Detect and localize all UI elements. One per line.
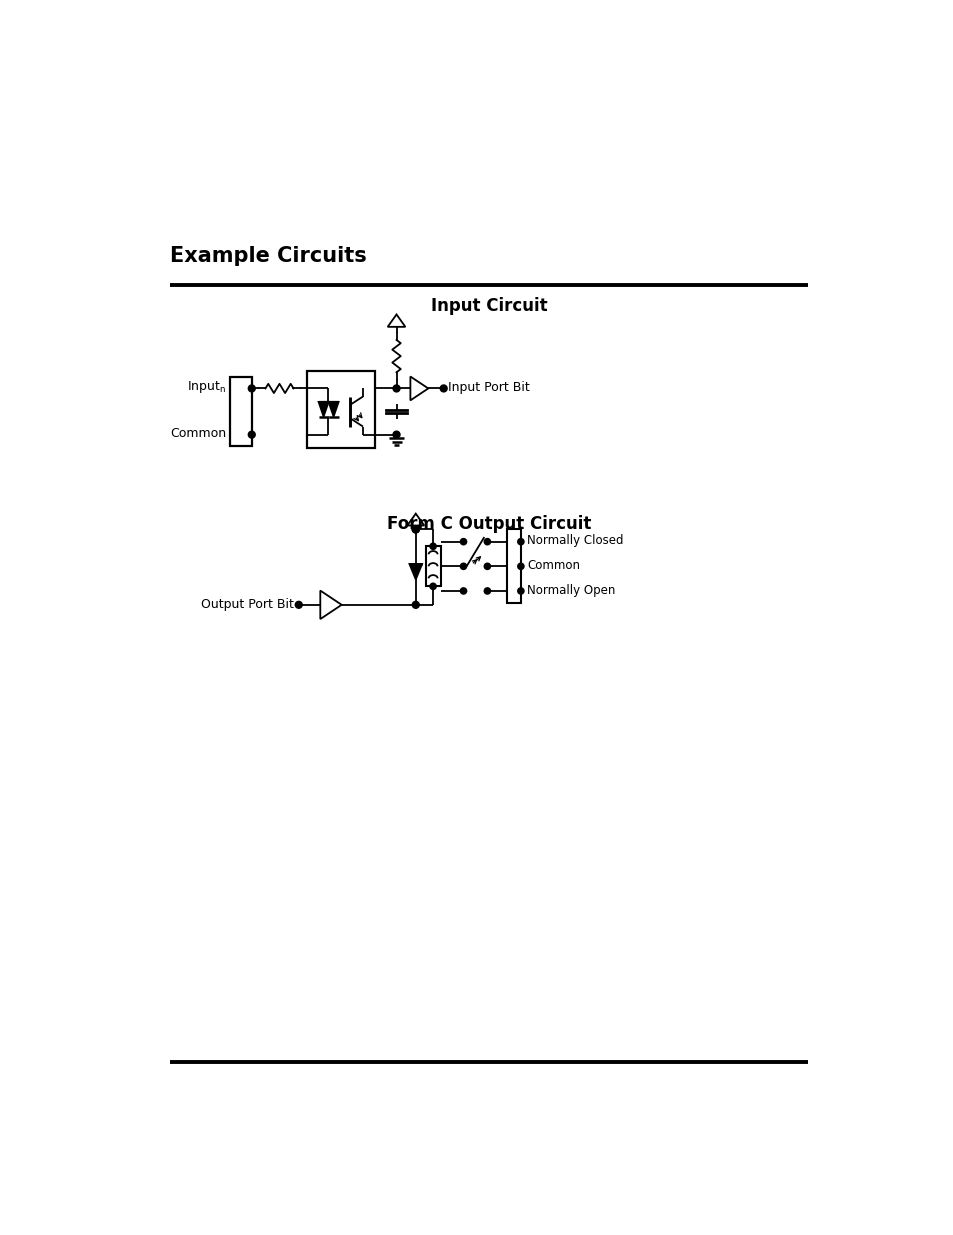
Circle shape <box>249 385 254 391</box>
Polygon shape <box>328 401 338 416</box>
Text: Normally Open: Normally Open <box>526 584 615 597</box>
Circle shape <box>393 385 399 391</box>
Circle shape <box>295 601 302 608</box>
Text: Output Port Bit: Output Port Bit <box>201 598 294 610</box>
Circle shape <box>517 538 523 545</box>
Bar <box>307 372 375 448</box>
Circle shape <box>484 563 490 569</box>
Circle shape <box>412 526 418 532</box>
Text: Common: Common <box>170 426 226 440</box>
Text: Common: Common <box>526 559 579 572</box>
Text: Example Circuits: Example Circuits <box>170 246 367 266</box>
Circle shape <box>517 563 523 569</box>
Circle shape <box>460 538 466 545</box>
Text: Form C Output Circuit: Form C Output Circuit <box>386 515 591 534</box>
Circle shape <box>484 538 490 545</box>
Circle shape <box>484 588 490 594</box>
Text: Input Port Bit: Input Port Bit <box>448 382 530 394</box>
Text: Input Circuit: Input Circuit <box>430 298 547 315</box>
Bar <box>507 530 520 603</box>
Text: $\mathregular{Input_n}$: $\mathregular{Input_n}$ <box>187 379 226 395</box>
Circle shape <box>460 563 466 569</box>
Text: Normally Closed: Normally Closed <box>526 535 623 547</box>
Circle shape <box>412 601 418 609</box>
Circle shape <box>249 431 254 438</box>
Bar <box>230 377 252 446</box>
Circle shape <box>412 526 418 532</box>
Circle shape <box>412 526 418 532</box>
Circle shape <box>440 385 446 391</box>
Circle shape <box>430 543 436 550</box>
Circle shape <box>517 588 523 594</box>
Circle shape <box>393 431 399 438</box>
Polygon shape <box>318 401 328 416</box>
Circle shape <box>460 588 466 594</box>
Bar <box>425 546 440 587</box>
Circle shape <box>430 583 436 589</box>
Polygon shape <box>409 564 421 579</box>
